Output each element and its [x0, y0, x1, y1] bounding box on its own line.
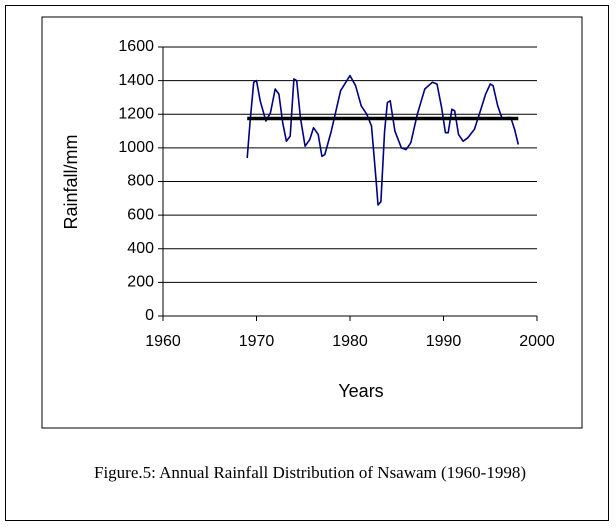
y-axis-label: Rainfall/mm [61, 134, 81, 229]
y-tick-label: 0 [145, 307, 154, 324]
y-tick-label: 1200 [118, 105, 154, 122]
y-tick-label: 800 [127, 173, 154, 190]
data-line [246, 74, 520, 206]
chart-frame [41, 16, 583, 429]
x-axis-label: Years [338, 381, 383, 401]
x-tick-label: 1960 [145, 333, 181, 350]
y-tick-label: 600 [127, 206, 154, 223]
figure-frame [5, 5, 609, 521]
x-tick-label: 1970 [239, 333, 275, 350]
y-tick-label: 1600 [118, 38, 154, 55]
x-tick-label: 2000 [519, 333, 555, 350]
y-tick-label: 1000 [118, 139, 154, 156]
figure-caption: Figure.5: Annual Rainfall Distribution o… [93, 463, 527, 482]
x-tick-label: 1980 [332, 333, 368, 350]
y-tick-label: 200 [127, 274, 154, 291]
y-tick-label: 400 [127, 240, 154, 257]
x-tick-label: 1990 [426, 333, 462, 350]
y-tick-label: 1400 [118, 72, 154, 89]
